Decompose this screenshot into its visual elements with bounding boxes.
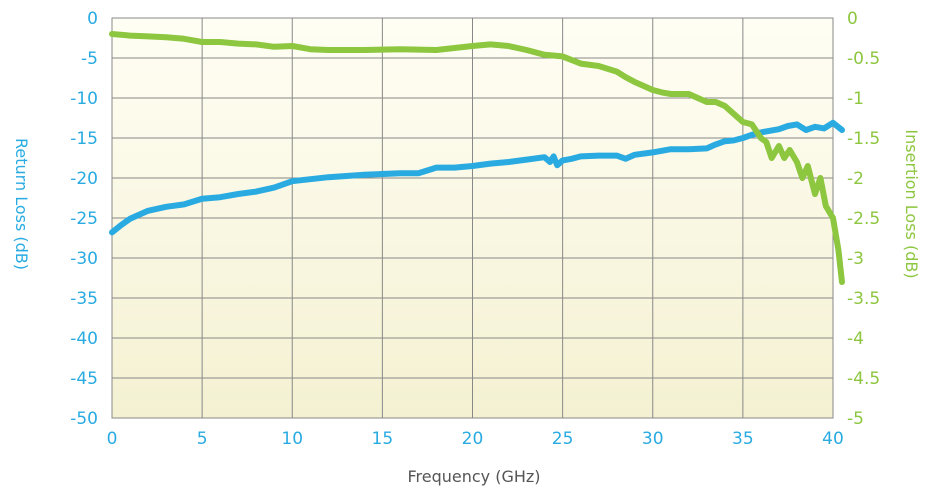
right-axis-tick-label: -1.5 — [847, 129, 880, 149]
left-axis-tick-label: -50 — [70, 409, 98, 429]
left-axis-tick-label: -20 — [70, 169, 98, 189]
left-axis-tick-label: -10 — [70, 89, 98, 109]
x-axis-tick-label: 25 — [552, 429, 574, 449]
right-axis-tick-label: -0.5 — [847, 49, 880, 69]
right-axis-tick-label: -4.5 — [847, 369, 880, 389]
left-axis-tick-label: -45 — [70, 369, 98, 389]
x-axis-tick-label: 20 — [462, 429, 484, 449]
right-axis-tick-label: -4 — [847, 329, 864, 349]
left-axis-tick-label: -25 — [70, 209, 98, 229]
x-axis-tick-label: 30 — [642, 429, 664, 449]
left-axis-tick-label: -30 — [70, 249, 98, 269]
x-axis-tick-label: 0 — [107, 429, 118, 449]
x-axis-title: Frequency (GHz) — [407, 467, 540, 486]
left-axis-tick-label: -15 — [70, 129, 98, 149]
insertion-loss-line — [109, 31, 845, 285]
left-axis-tick-label: -35 — [70, 289, 98, 309]
x-axis-ticks: 0 5 10 15 20 25 30 35 40 — [107, 429, 844, 449]
right-axis-tick-label: -5 — [847, 409, 864, 429]
left-axis-ticks: 0 -5 -10 -15 -20 -25 -30 -35 -40 -45 -50 — [70, 9, 98, 429]
x-axis-tick-label: 15 — [372, 429, 394, 449]
right-axis-tick-label: -3.5 — [847, 289, 880, 309]
right-axis-title: Insertion Loss (dB) — [902, 129, 921, 278]
left-axis-tick-label: 0 — [87, 9, 98, 29]
gridlines — [111, 17, 834, 419]
series-layer — [109, 31, 845, 285]
x-axis-tick-label: 5 — [197, 429, 208, 449]
x-axis-tick-label: 10 — [281, 429, 303, 449]
left-axis-tick-label: -5 — [81, 49, 98, 69]
right-axis-tick-label: -1 — [847, 89, 864, 109]
right-axis-tick-label: 0 — [847, 9, 858, 29]
right-axis-tick-label: -3 — [847, 249, 864, 269]
x-axis-tick-label: 40 — [822, 429, 844, 449]
right-axis-tick-label: -2 — [847, 169, 864, 189]
right-axis-tick-label: -2.5 — [847, 209, 880, 229]
left-axis-tick-label: -40 — [70, 329, 98, 349]
right-axis-ticks: 0 -0.5 -1 -1.5 -2 -2.5 -3 -3.5 -4 -4.5 -5 — [847, 9, 880, 429]
x-axis-tick-label: 35 — [732, 429, 754, 449]
left-axis-title: Return Loss (dB) — [12, 138, 31, 270]
